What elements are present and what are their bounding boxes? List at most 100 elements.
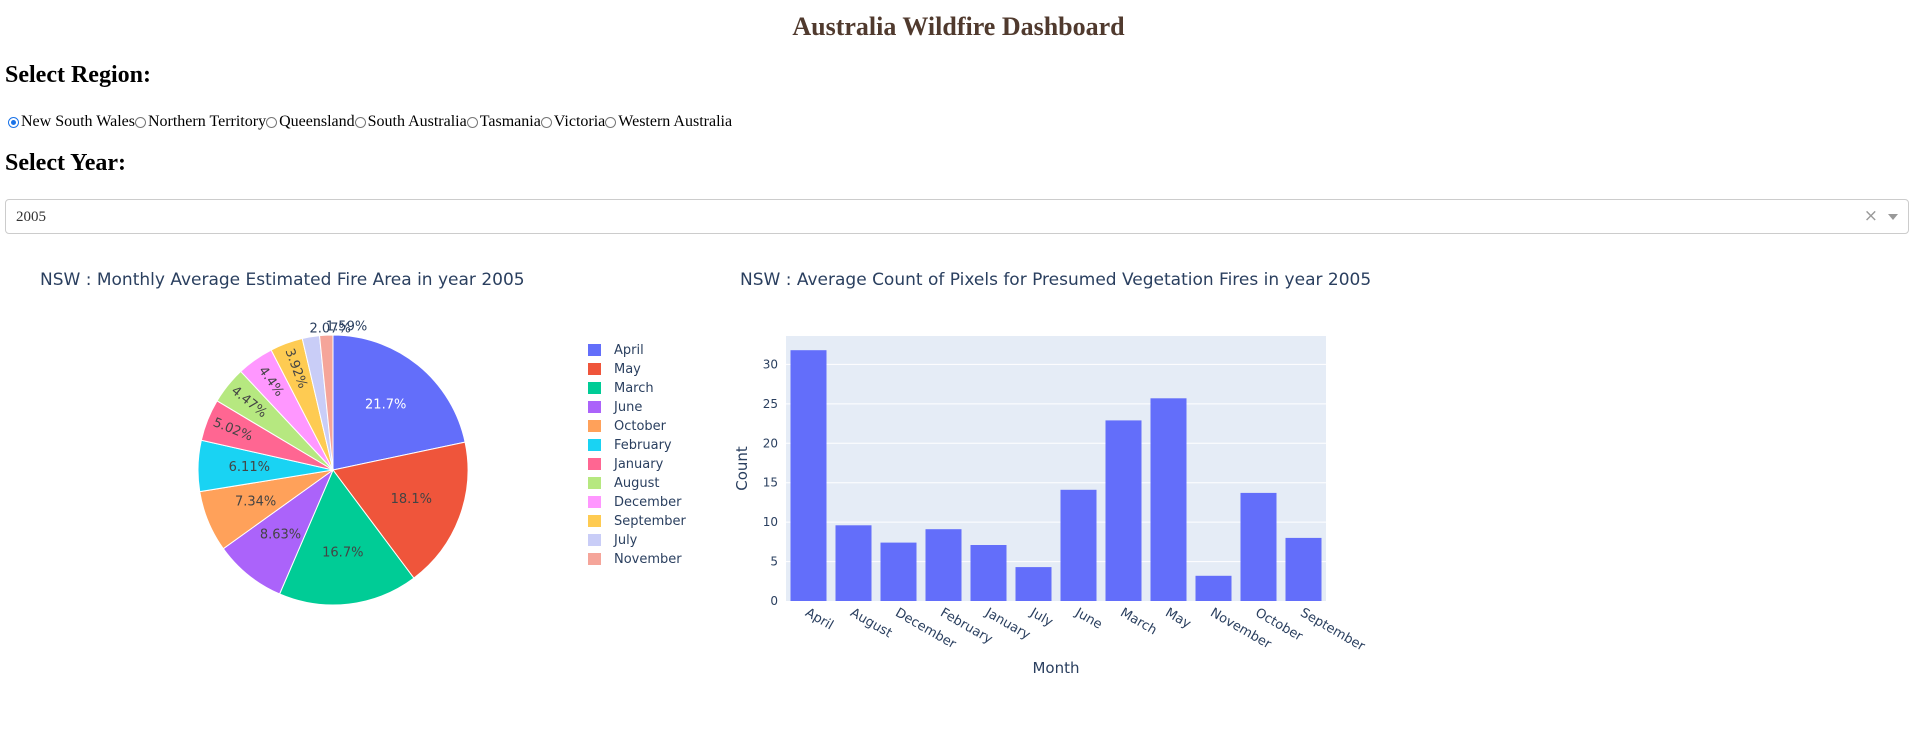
pie-slice-november (318, 334, 334, 471)
pie-slice-label: 2.07% (310, 321, 351, 336)
radio-label: Tasmania (479, 113, 541, 130)
page-title: Australia Wildfire Dashboard (792, 12, 1125, 41)
x-tick-label: September (1298, 605, 1368, 654)
legend-item-october[interactable]: October (588, 419, 667, 434)
bar-november (1195, 575, 1232, 601)
legend-swatch (588, 344, 601, 356)
bar-january (970, 545, 1007, 601)
region-option-south-australia[interactable]: South Australia (354, 113, 467, 131)
legend-label: November (614, 552, 682, 567)
radio-button[interactable] (266, 116, 278, 128)
pie-slice-label: 8.63% (260, 528, 301, 543)
region-option-tasmania[interactable]: Tasmania (466, 113, 541, 131)
radio-button[interactable] (540, 116, 552, 128)
region-option-northern-territory[interactable]: Northern Territory (134, 113, 267, 131)
pie-slice-may (332, 441, 469, 579)
legend-item-december[interactable]: December (588, 495, 682, 510)
x-tick-label: April (803, 605, 836, 633)
legend-item-march[interactable]: March (588, 381, 654, 396)
legend-item-june[interactable]: June (588, 400, 642, 415)
bar-december (880, 542, 917, 601)
legend-item-september[interactable]: September (588, 514, 687, 529)
legend-label: May (614, 362, 641, 377)
legend-item-january[interactable]: January (588, 457, 664, 472)
bar-september (1285, 537, 1322, 601)
legend-swatch (588, 382, 601, 394)
bar-august (835, 525, 872, 601)
legend-item-april[interactable]: April (588, 343, 644, 358)
x-tick-label: August (848, 605, 895, 641)
y-tick-label: 5 (770, 555, 778, 569)
radio-label: Queensland (279, 113, 355, 130)
radio-button[interactable] (354, 116, 366, 128)
y-tick-label: 30 (763, 357, 778, 371)
bar-may (1150, 398, 1187, 601)
x-tick-label: May (1163, 605, 1194, 632)
year-dropdown-value: 2005 (16, 209, 46, 225)
legend-swatch (588, 401, 601, 413)
radio-label: Northern Territory (147, 113, 267, 130)
legend-swatch (588, 515, 601, 527)
legend-label: December (614, 495, 682, 510)
radio-button[interactable] (8, 116, 19, 128)
radio-label: South Australia (367, 113, 467, 130)
legend-swatch (588, 534, 601, 546)
bar-july (1015, 567, 1052, 601)
bar-march (1105, 420, 1142, 601)
pie-slice-label: 6.11% (229, 460, 270, 475)
legend-label: February (614, 438, 672, 453)
radio-button[interactable] (466, 116, 478, 128)
legend-swatch (588, 458, 601, 470)
pie-slice-label: 21.7% (365, 398, 406, 413)
region-option-new-south-wales[interactable]: New South Wales (8, 113, 135, 131)
legend-label: June (613, 400, 642, 415)
x-axis-label: Month (1032, 659, 1079, 677)
region-option-western-australia[interactable]: Western Australia (605, 113, 732, 131)
region-option-victoria[interactable]: Victoria (540, 113, 606, 131)
y-tick-label: 20 (763, 436, 778, 450)
y-tick-label: 0 (770, 594, 778, 608)
legend-swatch (588, 477, 601, 489)
chevron-down-icon[interactable] (1888, 214, 1898, 220)
legend-label: April (614, 343, 644, 358)
region-radio-group: New South Wales Northern Territory Queensl… (8, 113, 732, 131)
pie-slice-label: 18.1% (391, 492, 432, 507)
radio-button[interactable] (134, 116, 146, 128)
clear-icon[interactable]: × (1863, 206, 1878, 226)
radio-label: Victoria (553, 113, 606, 130)
y-tick-label: 15 (763, 476, 778, 490)
bar-chart-title: NSW : Average Count of Pixels for Presum… (740, 270, 1371, 290)
legend-swatch (588, 363, 601, 375)
plot-area (786, 336, 1326, 601)
y-axis-label: Count (733, 446, 751, 491)
legend-swatch (588, 439, 601, 451)
x-tick-label: June (1072, 605, 1105, 633)
pie-slice-label: 1.59% (326, 320, 367, 335)
legend-item-july[interactable]: July (588, 533, 638, 548)
legend-item-august[interactable]: August (588, 476, 660, 491)
pie-slice-label: 7.34% (235, 495, 276, 510)
pie-slice-march (278, 469, 415, 606)
region-heading: Select Region: (5, 62, 151, 88)
pie-slice-april (332, 334, 466, 471)
bar-february (925, 529, 962, 601)
legend-label: July (613, 533, 638, 548)
pie-slice-label: 16.7% (322, 546, 363, 561)
bar-october (1240, 492, 1277, 601)
legend-item-november[interactable]: November (588, 552, 682, 567)
x-tick-label: July (1027, 605, 1056, 630)
y-tick-label: 10 (763, 515, 778, 529)
region-option-queensland[interactable]: Queensland (266, 113, 355, 131)
legend-item-february[interactable]: February (588, 438, 672, 453)
legend-label: January (613, 457, 664, 472)
legend-item-may[interactable]: May (588, 362, 641, 377)
x-tick-label: March (1118, 605, 1160, 638)
year-heading: Select Year: (5, 150, 127, 176)
legend-swatch (588, 553, 601, 565)
year-dropdown[interactable]: 2005 × (5, 199, 1909, 234)
pie-chart: NSW : Monthly Average Estimated Fire Are… (40, 270, 687, 606)
radio-button[interactable] (605, 116, 617, 128)
y-tick-label: 25 (763, 397, 778, 411)
legend-label: October (614, 419, 667, 434)
legend-label: March (614, 381, 654, 396)
